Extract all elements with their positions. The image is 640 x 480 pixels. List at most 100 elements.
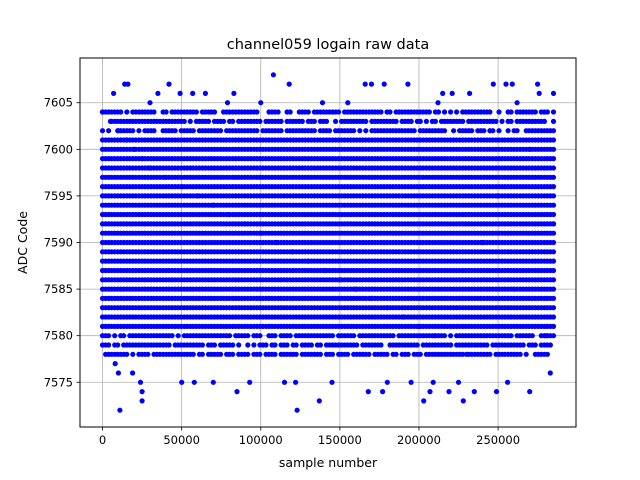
data-point: [363, 128, 369, 134]
data-point: [123, 137, 129, 143]
outlier-point: [449, 90, 455, 96]
x-axis-label: sample number: [279, 455, 378, 470]
data-point: [181, 118, 187, 124]
data-point: [272, 333, 278, 339]
data-point: [550, 202, 557, 208]
data-point: [131, 146, 137, 152]
outlier-point: [421, 398, 427, 404]
data-point: [426, 109, 432, 115]
outlier-point: [467, 90, 473, 96]
data-point: [226, 211, 232, 218]
data-point: [230, 351, 236, 357]
data-point: [329, 333, 336, 339]
data-point: [289, 249, 295, 255]
data-point: [405, 351, 411, 357]
data-point: [441, 128, 448, 134]
outlier-point: [505, 379, 511, 385]
data-point: [520, 342, 526, 348]
data-point: [321, 267, 327, 274]
data-point: [550, 193, 557, 199]
data-point: [293, 342, 299, 348]
outlier-point: [294, 407, 300, 413]
outlier-point: [362, 81, 368, 87]
data-point: [550, 230, 557, 236]
outlier-point: [514, 100, 520, 106]
data-point: [417, 118, 423, 124]
data-point: [423, 118, 429, 124]
data-point: [278, 128, 284, 134]
outlier-point: [177, 90, 183, 96]
data-point: [317, 351, 323, 357]
data-point: [448, 333, 454, 339]
outlier-point: [210, 379, 216, 385]
data-point: [254, 109, 260, 115]
data-point: [147, 165, 153, 171]
data-point: [112, 333, 118, 339]
outlier-point: [316, 398, 322, 404]
data-point: [326, 128, 333, 134]
data-point: [130, 128, 136, 134]
outlier-point: [455, 379, 462, 385]
data-point: [333, 118, 339, 124]
data-point: [432, 333, 438, 339]
outlier-point: [191, 379, 197, 385]
y-axis-label: ADC Code: [15, 211, 30, 274]
outlier-point: [202, 90, 208, 96]
data-point: [139, 156, 145, 162]
outlier-point: [137, 379, 144, 385]
data-point: [337, 277, 343, 283]
data-point: [257, 351, 263, 357]
outlier-point: [547, 370, 553, 376]
outlier-point: [430, 379, 436, 385]
data-point: [124, 351, 130, 357]
data-point: [460, 351, 466, 357]
data-point: [311, 118, 317, 124]
data-point: [547, 342, 554, 348]
data-point: [542, 333, 549, 339]
data-point: [278, 118, 284, 124]
data-point: [384, 305, 390, 311]
outlier-point: [471, 389, 477, 395]
data-point: [544, 351, 551, 357]
data-point: [363, 118, 369, 124]
data-point: [118, 109, 124, 115]
data-point: [550, 333, 557, 339]
data-point: [481, 128, 487, 134]
data-point: [511, 286, 517, 292]
outlier-point: [493, 389, 500, 395]
outlier-point: [381, 81, 387, 87]
data-point: [272, 342, 278, 348]
data-point: [145, 351, 151, 357]
data-point: [448, 109, 454, 115]
data-point: [451, 128, 457, 134]
y-tick-label: 7580: [44, 329, 73, 343]
data-point: [550, 211, 557, 218]
data-point: [550, 146, 557, 152]
data-point: [411, 128, 417, 134]
data-point: [305, 109, 311, 115]
data-point: [490, 128, 496, 134]
data-point: [550, 174, 557, 180]
outlier-point: [535, 81, 541, 87]
outlier-point: [166, 81, 172, 87]
data-point: [550, 118, 557, 124]
data-point: [484, 342, 490, 348]
outlier-point: [147, 100, 153, 106]
outlier-point: [460, 398, 466, 404]
data-point: [550, 184, 557, 190]
data-point: [172, 128, 178, 134]
data-point: [179, 184, 185, 190]
outlier-point: [408, 379, 414, 385]
data-point: [517, 351, 523, 357]
data-point: [351, 333, 357, 339]
data-point: [136, 128, 142, 134]
data-point: [432, 118, 438, 124]
data-point: [550, 286, 557, 292]
data-point: [345, 351, 351, 357]
data-point: [550, 165, 557, 171]
data-point: [106, 128, 112, 134]
data-point: [211, 342, 218, 348]
data-point: [169, 333, 175, 339]
outlier-point: [179, 379, 185, 385]
outlier-point: [384, 379, 390, 385]
